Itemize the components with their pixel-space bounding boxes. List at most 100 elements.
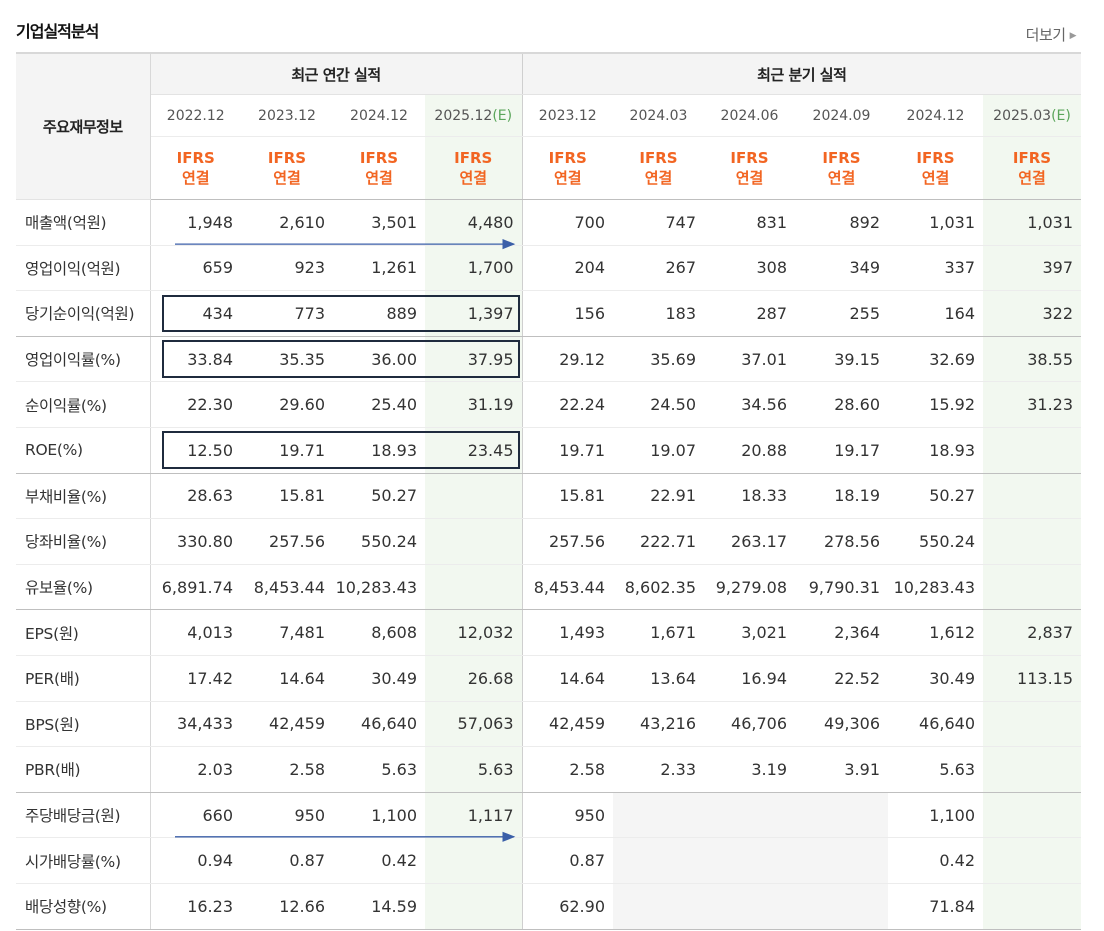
ifrs-link[interactable]: IFRS 연결 (333, 136, 425, 200)
value-cell: 1,493 (521, 609, 613, 656)
value-cell: 62.90 (521, 883, 613, 930)
value-cell: 255 (795, 290, 888, 337)
value-cell: 1,117 (425, 792, 522, 839)
value-cell: 660 (150, 792, 241, 839)
value-cell: 889 (333, 290, 425, 337)
more-link[interactable]: 더보기 ▶ (1026, 24, 1077, 45)
value-cell (983, 883, 1082, 930)
ifrs-link[interactable]: IFRS 연결 (150, 136, 241, 200)
value-cell: 257.56 (241, 518, 333, 565)
row-label[interactable]: 시가배당률(%) (16, 837, 151, 884)
row-label[interactable]: 영업이익률(%) (16, 336, 151, 383)
consolidated-label: 연결 (735, 169, 764, 187)
value-cell: 5.63 (425, 746, 522, 793)
value-cell: 1,100 (333, 792, 425, 839)
quarter-header: 최근 분기 실적 (521, 52, 1082, 95)
value-cell: 773 (241, 290, 333, 337)
table-row: EPS(원) 4,013 7,481 8,608 12,032 1,493 1,671 3,0… (16, 609, 1082, 656)
value-cell: 349 (795, 245, 888, 292)
value-cell: 28.60 (795, 381, 888, 428)
value-cell: 16.23 (150, 883, 241, 930)
value-cell: 49,306 (795, 701, 888, 748)
row-label[interactable]: ROE(%) (16, 427, 151, 474)
row-label[interactable]: BPS(원) (16, 701, 151, 748)
estimate-mark: (E) (492, 107, 513, 124)
value-cell: 8,602.35 (613, 564, 704, 611)
value-cell: 2.33 (613, 746, 704, 793)
period-label: 2025.03 (993, 107, 1052, 124)
period-label: 2023.12 (258, 107, 316, 124)
row-label[interactable]: 매출액(억원) (16, 199, 151, 246)
value-cell: 71.84 (888, 883, 983, 930)
row-label[interactable]: PER(배) (16, 655, 151, 702)
ifrs-link[interactable]: IFRS 연결 (425, 136, 522, 200)
value-cell: 29.60 (241, 381, 333, 428)
period-header: 2022.12 (150, 94, 241, 137)
value-cell: 15.81 (241, 473, 333, 520)
value-cell (795, 792, 888, 839)
value-cell: 18.93 (333, 427, 425, 474)
value-cell: 10,283.43 (333, 564, 425, 611)
value-cell: 50.27 (333, 473, 425, 520)
value-cell: 31.23 (983, 381, 1082, 428)
value-cell: 7,481 (241, 609, 333, 656)
row-label[interactable]: 영업이익(억원) (16, 245, 151, 292)
value-cell: 6,891.74 (150, 564, 241, 611)
row-label[interactable]: 당좌비율(%) (16, 518, 151, 565)
value-cell: 57,063 (425, 701, 522, 748)
row-label[interactable]: 주당배당금(원) (16, 792, 151, 839)
period-label: 2024.12 (350, 107, 408, 124)
ifrs-link[interactable]: IFRS 연결 (888, 136, 983, 200)
ifrs-label: IFRS (454, 149, 493, 167)
value-cell: 2,364 (795, 609, 888, 656)
value-cell: 2.58 (521, 746, 613, 793)
value-cell: 32.69 (888, 336, 983, 383)
ifrs-link[interactable]: IFRS 연결 (613, 136, 704, 200)
value-cell: 42,459 (241, 701, 333, 748)
value-cell: 23.45 (425, 427, 522, 474)
value-cell (613, 792, 704, 839)
value-cell: 1,397 (425, 290, 522, 337)
row-label[interactable]: EPS(원) (16, 609, 151, 656)
row-label[interactable]: 부채비율(%) (16, 473, 151, 520)
value-cell: 257.56 (521, 518, 613, 565)
value-cell: 15.81 (521, 473, 613, 520)
value-cell (983, 746, 1082, 793)
period-header: 2023.12 (241, 94, 333, 137)
value-cell: 38.55 (983, 336, 1082, 383)
row-label[interactable]: 당기순이익(억원) (16, 290, 151, 337)
value-cell: 222.71 (613, 518, 704, 565)
value-cell: 923 (241, 245, 333, 292)
value-cell: 1,100 (888, 792, 983, 839)
value-cell: 0.42 (888, 837, 983, 884)
value-cell: 4,013 (150, 609, 241, 656)
ifrs-link[interactable]: IFRS 연결 (521, 136, 613, 200)
value-cell (983, 792, 1082, 839)
consolidated-label: 연결 (181, 169, 210, 187)
value-cell (795, 883, 888, 930)
value-cell: 1,031 (888, 199, 983, 246)
period-label: 2025.12 (434, 107, 493, 124)
value-cell: 278.56 (795, 518, 888, 565)
ifrs-link[interactable]: IFRS 연결 (795, 136, 888, 200)
value-cell (704, 883, 795, 930)
value-cell: 1,031 (983, 199, 1082, 246)
value-cell: 747 (613, 199, 704, 246)
value-cell: 19.71 (521, 427, 613, 474)
row-label[interactable]: PBR(배) (16, 746, 151, 793)
ifrs-link[interactable]: IFRS 연결 (704, 136, 795, 200)
chevron-right-icon: ▶ (1069, 30, 1077, 41)
row-label[interactable]: 유보율(%) (16, 564, 151, 611)
value-cell: 0.42 (333, 837, 425, 884)
row-label[interactable]: 배당성향(%) (16, 883, 151, 930)
value-cell: 50.27 (888, 473, 983, 520)
ifrs-link[interactable]: IFRS 연결 (241, 136, 333, 200)
row-label[interactable]: 순이익률(%) (16, 381, 151, 428)
value-cell: 0.87 (521, 837, 613, 884)
consolidated-label: 연결 (553, 169, 582, 187)
period-label: 2023.12 (538, 107, 597, 124)
value-cell: 30.49 (333, 655, 425, 702)
consolidated-label: 연결 (459, 169, 488, 187)
period-header: 2024.09 (795, 94, 888, 137)
ifrs-link[interactable]: IFRS 연결 (983, 136, 1082, 200)
